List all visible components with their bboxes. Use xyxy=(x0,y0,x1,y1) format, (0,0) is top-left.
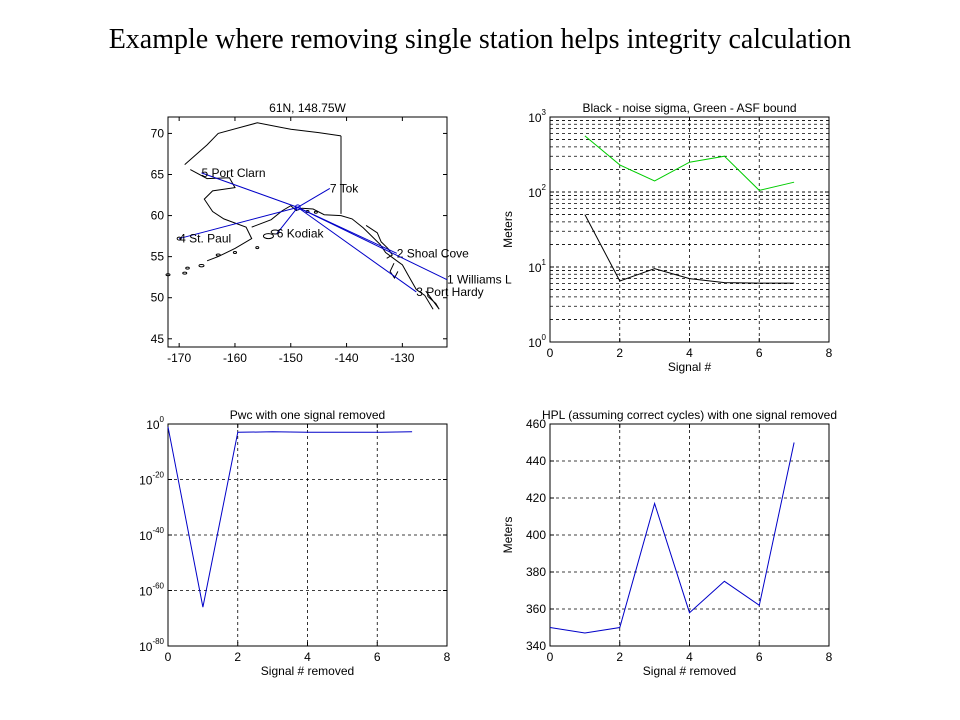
station-label: 1 Williams L xyxy=(447,273,512,287)
station-label: 3 Port Hardy xyxy=(416,285,483,299)
series-line xyxy=(549,442,795,634)
coastline xyxy=(365,224,394,259)
plot-title: 61N, 148.75W xyxy=(269,101,346,115)
y-tick-label: 101 xyxy=(528,258,546,275)
y-tick-label: 65 xyxy=(151,168,165,182)
y-tick-label: 460 xyxy=(526,417,546,431)
y-tick-label: 45 xyxy=(151,332,165,346)
station-ray xyxy=(276,207,299,234)
station-label: 4 St. Paul xyxy=(179,232,231,246)
island-outline xyxy=(262,233,274,240)
x-tick-label: 6 xyxy=(756,346,763,360)
plot-title: Black - noise sigma, Green - ASF bound xyxy=(582,101,796,115)
station-label: 6 Kodiak xyxy=(277,227,325,241)
station-label: 7 Tok xyxy=(330,181,359,195)
island-outline xyxy=(255,246,260,250)
slide-title: Example where removing single station he… xyxy=(108,24,852,55)
y-tick-label: 380 xyxy=(526,565,546,579)
island-outline xyxy=(270,229,280,235)
y-tick-label: 100 xyxy=(528,333,546,350)
station-ray xyxy=(297,206,417,293)
y-tick-label: 420 xyxy=(526,491,546,505)
x-axis-label: Signal # removed xyxy=(261,664,354,678)
plot-frame xyxy=(167,116,448,348)
station-label: 5 Port Clarn xyxy=(201,166,265,180)
x-axis-label: Signal # removed xyxy=(643,664,736,678)
island-outline xyxy=(313,210,318,214)
x-tick-label: 0 xyxy=(547,346,554,360)
x-tick-label: -170 xyxy=(167,351,191,365)
coastline xyxy=(425,290,440,310)
y-tick-label: 10-20 xyxy=(139,471,164,488)
island-outline xyxy=(182,271,188,275)
x-tick-label: 6 xyxy=(756,650,763,664)
y-tick-label: 103 xyxy=(528,108,546,125)
x-tick-label: -150 xyxy=(279,351,303,365)
plot-title: HPL (assuming correct cycles) with one s… xyxy=(542,408,837,422)
island-outline xyxy=(165,273,171,277)
station-ray xyxy=(179,206,298,240)
x-tick-label: -130 xyxy=(390,351,414,365)
y-axis-label: Meters xyxy=(501,517,515,554)
x-tick-label: 4 xyxy=(304,650,311,664)
y-tick-label: 10-40 xyxy=(139,526,164,543)
island-outline xyxy=(198,263,205,268)
y-tick-label: 440 xyxy=(526,454,546,468)
x-axis-label: Signal # xyxy=(668,360,712,374)
x-tick-label: 2 xyxy=(616,650,623,664)
coastline xyxy=(251,205,434,310)
plot-title: Pwc with one signal removed xyxy=(230,408,385,422)
y-tick-label: 100 xyxy=(146,415,164,432)
series-line xyxy=(584,135,795,191)
y-tick-label: 400 xyxy=(526,528,546,542)
y-tick-label: 340 xyxy=(526,639,546,653)
y-tick-label: 102 xyxy=(528,183,546,200)
y-tick-label: 70 xyxy=(151,126,165,140)
island-outline xyxy=(232,251,238,255)
x-tick-label: 4 xyxy=(686,650,693,664)
x-tick-label: 8 xyxy=(444,650,451,664)
user-position-marker xyxy=(294,204,301,211)
island-outline xyxy=(176,236,182,241)
x-tick-label: 4 xyxy=(686,346,693,360)
x-tick-label: 2 xyxy=(234,650,241,664)
station-label: 2 Shoal Cove xyxy=(397,246,469,260)
x-tick-label: -140 xyxy=(335,351,359,365)
x-tick-label: 0 xyxy=(547,650,554,664)
x-tick-label: 8 xyxy=(826,346,833,360)
island-outline xyxy=(215,253,221,257)
y-tick-label: 10-60 xyxy=(139,582,164,599)
x-tick-label: 2 xyxy=(616,346,623,360)
y-tick-label: 55 xyxy=(151,250,165,264)
coastline xyxy=(184,122,342,165)
series-line xyxy=(584,214,795,284)
x-tick-label: 8 xyxy=(826,650,833,664)
x-tick-label: 0 xyxy=(165,650,172,664)
y-axis-label: Meters xyxy=(501,211,515,248)
y-tick-label: 360 xyxy=(526,602,546,616)
station-ray xyxy=(201,172,298,208)
station-ray xyxy=(297,206,448,281)
y-tick-label: 60 xyxy=(151,209,165,223)
y-tick-label: 50 xyxy=(151,291,165,305)
x-tick-label: 6 xyxy=(374,650,381,664)
station-ray xyxy=(297,188,331,208)
y-tick-label: 10-80 xyxy=(139,637,164,654)
x-tick-label: -160 xyxy=(223,351,247,365)
coastline xyxy=(190,169,253,262)
series-line xyxy=(167,426,413,608)
island-outline xyxy=(185,266,190,270)
